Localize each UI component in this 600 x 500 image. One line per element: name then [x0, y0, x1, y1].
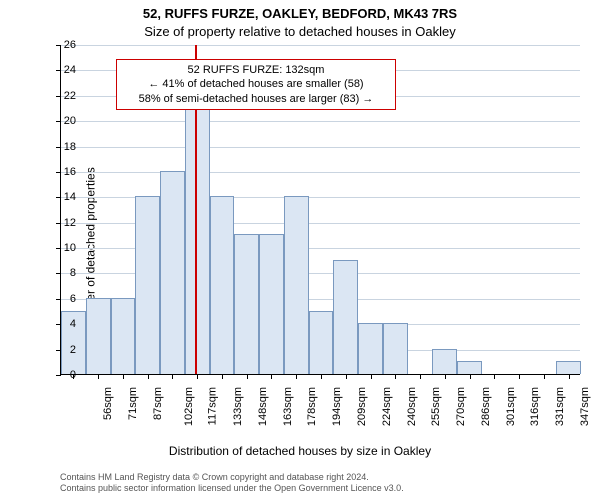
- xtick-label: 286sqm: [480, 387, 492, 426]
- xtick-label: 71sqm: [127, 387, 139, 420]
- xtick-mark: [494, 374, 495, 379]
- xtick-mark: [222, 374, 223, 379]
- xtick-label: 240sqm: [406, 387, 418, 426]
- xtick-label: 331sqm: [554, 387, 566, 426]
- gridline-h: [61, 121, 580, 122]
- xtick-label: 316sqm: [529, 387, 541, 426]
- xtick-label: 209sqm: [356, 387, 368, 426]
- credits: Contains HM Land Registry data © Crown c…: [60, 472, 404, 495]
- xtick-mark: [470, 374, 471, 379]
- histogram-bar: [259, 234, 284, 374]
- x-axis-label: Distribution of detached houses by size …: [0, 444, 600, 458]
- xtick-label: 148sqm: [257, 387, 269, 426]
- chart-title-line1: 52, RUFFS FURZE, OAKLEY, BEDFORD, MK43 7…: [0, 6, 600, 21]
- histogram-bar: [383, 323, 408, 374]
- xtick-label: 194sqm: [331, 387, 343, 426]
- xtick-mark: [519, 374, 520, 379]
- annotation-line-2: ← 41% of detached houses are smaller (58…: [123, 77, 389, 91]
- xtick-mark: [123, 374, 124, 379]
- xtick-label: 117sqm: [207, 387, 219, 425]
- histogram-bar: [135, 196, 160, 374]
- gridline-h: [61, 45, 580, 46]
- plot-area: 52 RUFFS FURZE: 132sqm← 41% of detached …: [60, 45, 580, 375]
- xtick-label: 87sqm: [152, 387, 164, 420]
- xtick-mark: [148, 374, 149, 379]
- ytick-label: 26: [46, 39, 76, 51]
- histogram-bar: [358, 323, 383, 374]
- histogram-bar: [457, 361, 482, 374]
- ytick-label: 8: [46, 267, 76, 279]
- histogram-bar: [556, 361, 581, 374]
- xtick-mark: [172, 374, 173, 379]
- histogram-bar: [432, 349, 457, 374]
- ytick-label: 24: [46, 64, 76, 76]
- xtick-label: 102sqm: [183, 387, 195, 426]
- chart-container: { "title_line1": "52, RUFFS FURZE, OAKLE…: [0, 0, 600, 500]
- histogram-bar: [284, 196, 309, 374]
- histogram-bar: [210, 196, 235, 374]
- xtick-mark: [197, 374, 198, 379]
- ytick-label: 20: [46, 115, 76, 127]
- xtick-label: 133sqm: [232, 387, 244, 426]
- ytick-label: 2: [46, 344, 76, 356]
- xtick-mark: [98, 374, 99, 379]
- xtick-label: 163sqm: [282, 387, 294, 426]
- xtick-label: 224sqm: [381, 387, 393, 426]
- ytick-label: 14: [46, 191, 76, 203]
- chart-title-line2: Size of property relative to detached ho…: [0, 24, 600, 39]
- xtick-label: 301sqm: [505, 387, 517, 426]
- histogram-bar: [333, 260, 358, 374]
- ytick-label: 22: [46, 90, 76, 102]
- annotation-line-1: 52 RUFFS FURZE: 132sqm: [123, 63, 389, 77]
- credits-line2: Contains public sector information licen…: [60, 483, 404, 494]
- ytick-label: 6: [46, 293, 76, 305]
- histogram-bar: [111, 298, 136, 374]
- xtick-mark: [247, 374, 248, 379]
- histogram-bar: [160, 171, 185, 374]
- histogram-bar: [309, 311, 334, 374]
- xtick-mark: [321, 374, 322, 379]
- xtick-label: 255sqm: [430, 387, 442, 426]
- xtick-mark: [346, 374, 347, 379]
- xtick-label: 56sqm: [102, 387, 114, 420]
- ytick-label: 12: [46, 217, 76, 229]
- ytick-label: 18: [46, 141, 76, 153]
- xtick-mark: [445, 374, 446, 379]
- xtick-label: 178sqm: [307, 387, 319, 426]
- ytick-label: 16: [46, 166, 76, 178]
- annotation-box: 52 RUFFS FURZE: 132sqm← 41% of detached …: [116, 59, 396, 110]
- xtick-mark: [569, 374, 570, 379]
- xtick-mark: [544, 374, 545, 379]
- annotation-line-3: 58% of semi-detached houses are larger (…: [123, 92, 389, 106]
- ytick-label: 10: [46, 242, 76, 254]
- xtick-mark: [420, 374, 421, 379]
- ytick-label: 4: [46, 318, 76, 330]
- histogram-bar: [234, 234, 259, 374]
- ytick-label: 0: [46, 369, 76, 381]
- xtick-label: 270sqm: [455, 387, 467, 426]
- gridline-h: [61, 172, 580, 173]
- xtick-mark: [371, 374, 372, 379]
- xtick-mark: [271, 374, 272, 379]
- xtick-mark: [296, 374, 297, 379]
- xtick-mark: [395, 374, 396, 379]
- gridline-h: [61, 147, 580, 148]
- histogram-bar: [86, 298, 111, 374]
- xtick-label: 347sqm: [579, 387, 591, 426]
- credits-line1: Contains HM Land Registry data © Crown c…: [60, 472, 404, 483]
